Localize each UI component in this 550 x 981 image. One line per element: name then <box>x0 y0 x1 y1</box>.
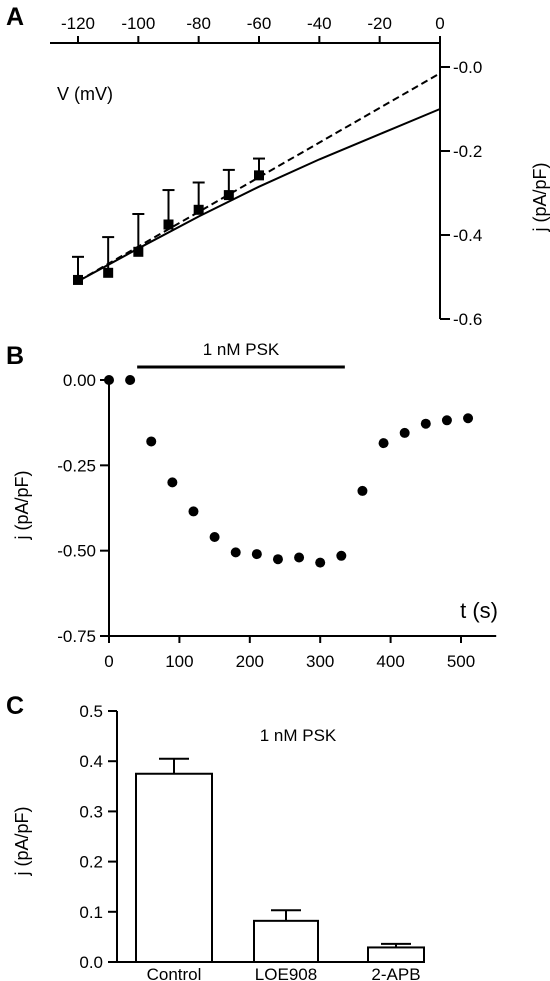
x-tick-label-a: -60 <box>247 14 272 33</box>
current-density-axis-ticks: -0.6 -0.4 -0.2 -0.0 <box>440 58 482 329</box>
data-point-square <box>223 190 234 201</box>
panel-letter-a: A <box>6 3 24 31</box>
data-point-circle <box>209 532 220 543</box>
data-point-circle <box>399 427 410 438</box>
bar-series <box>135 757 425 964</box>
iv-data-points <box>72 157 265 285</box>
category-label: 2-APB <box>371 965 420 981</box>
category-labels: Control LOE908 2-APB <box>147 965 421 981</box>
data-point-circle <box>420 418 431 429</box>
x-tick-label-a: -100 <box>121 14 155 33</box>
data-point-circle <box>294 552 305 563</box>
y-tick-label-c: 0.1 <box>79 903 103 922</box>
data-point-square <box>163 219 174 230</box>
panel-a-iv-curve: -120 -100 -80 -60 -40 -20 0 -0.6 -0.4 -0.2 -0.0 V… <box>50 14 550 329</box>
y-tick-label-a: -0.6 <box>453 310 482 329</box>
data-point-circle <box>378 438 389 449</box>
data-point-circle <box>463 413 474 424</box>
x-axis-label-voltage: V (mV) <box>57 84 113 104</box>
y-tick-label-c: 0.2 <box>79 853 103 872</box>
y-tick-label-c: 0.4 <box>79 752 103 771</box>
y-tick-label-a: -0.2 <box>453 142 482 161</box>
x-tick-label-a: -40 <box>307 14 332 33</box>
x-tick-label-b: 300 <box>306 652 334 671</box>
data-point-circle <box>230 547 241 558</box>
y-tick-label-b: -0.75 <box>57 627 96 646</box>
data-point-circle <box>315 557 326 568</box>
y-tick-label-c: 0.0 <box>79 953 103 972</box>
y-tick-label-a: -0.0 <box>453 58 482 77</box>
category-label: LOE908 <box>255 965 317 981</box>
y-axis-label-right: j (pA/pF) <box>530 162 550 232</box>
data-point-circle <box>272 554 283 565</box>
data-point-circle <box>251 549 262 560</box>
data-point-square <box>103 267 114 278</box>
y-axis-label-b: j (pA/pF) <box>12 470 32 540</box>
data-point-square <box>133 246 144 257</box>
data-point-circle <box>125 375 136 385</box>
x-tick-label-a: -20 <box>367 14 392 33</box>
x-tick-label-b: 400 <box>376 652 404 671</box>
stimulus-label: 1 nM PSK <box>203 340 280 359</box>
x-tick-label-b: 0 <box>104 652 113 671</box>
data-point-circle <box>357 485 368 496</box>
voltage-axis-ticks: -120 -100 -80 -60 -40 -20 0 <box>61 14 445 43</box>
data-point-circle <box>188 506 199 517</box>
chart-title-c: 1 nM PSK <box>260 726 337 745</box>
bar <box>253 919 319 963</box>
panel-c-bar-chart: 1 nM PSK Control LOE908 2-APB 0.0 0.1 0.2 0.3… <box>12 702 425 981</box>
data-point-square <box>73 274 83 285</box>
x-tick-label-b: 200 <box>236 652 264 671</box>
current-density-axis-ticks-b: 0.00 -0.25 -0.50 -0.75 <box>57 371 109 646</box>
x-tick-label-a: 0 <box>435 14 444 33</box>
x-axis-label-time: t (s) <box>460 598 498 623</box>
y-tick-label-b: -0.50 <box>57 542 96 561</box>
data-point-circle <box>336 550 347 561</box>
bar <box>135 772 213 963</box>
y-tick-label-b: 0.00 <box>63 371 96 390</box>
category-label: Control <box>147 965 202 981</box>
data-point-circle <box>146 436 157 447</box>
y-tick-label-c: 0.5 <box>79 702 103 721</box>
y-tick-label-a: -0.4 <box>453 226 482 245</box>
x-tick-label-a: -120 <box>61 14 95 33</box>
iv-ramp-trace <box>77 108 441 283</box>
panel-b-time-course: 1 nM PSK 0 100 200 300 400 500 0.00 -0.25 -0.50… <box>12 340 498 671</box>
data-point-square <box>254 170 264 181</box>
data-point-circle <box>167 477 178 488</box>
time-axis-ticks: 0 100 200 300 400 500 <box>104 636 475 671</box>
y-axis-label-c: j (pA/pF) <box>12 806 32 876</box>
y-tick-label-c: 0.3 <box>79 802 103 821</box>
time-course-points <box>104 375 474 568</box>
y-tick-label-b: -0.25 <box>57 456 96 475</box>
bar <box>367 946 425 964</box>
data-point-circle <box>441 415 452 426</box>
panel-letter-c: C <box>6 692 24 720</box>
x-tick-label-b: 100 <box>165 652 193 671</box>
data-point-square <box>193 204 204 215</box>
x-tick-label-b: 500 <box>447 652 475 671</box>
current-density-axis-ticks-c: 0.0 0.1 0.2 0.3 0.4 0.5 <box>79 702 117 972</box>
x-tick-label-a: -80 <box>186 14 211 33</box>
panel-letter-b: B <box>6 342 24 370</box>
